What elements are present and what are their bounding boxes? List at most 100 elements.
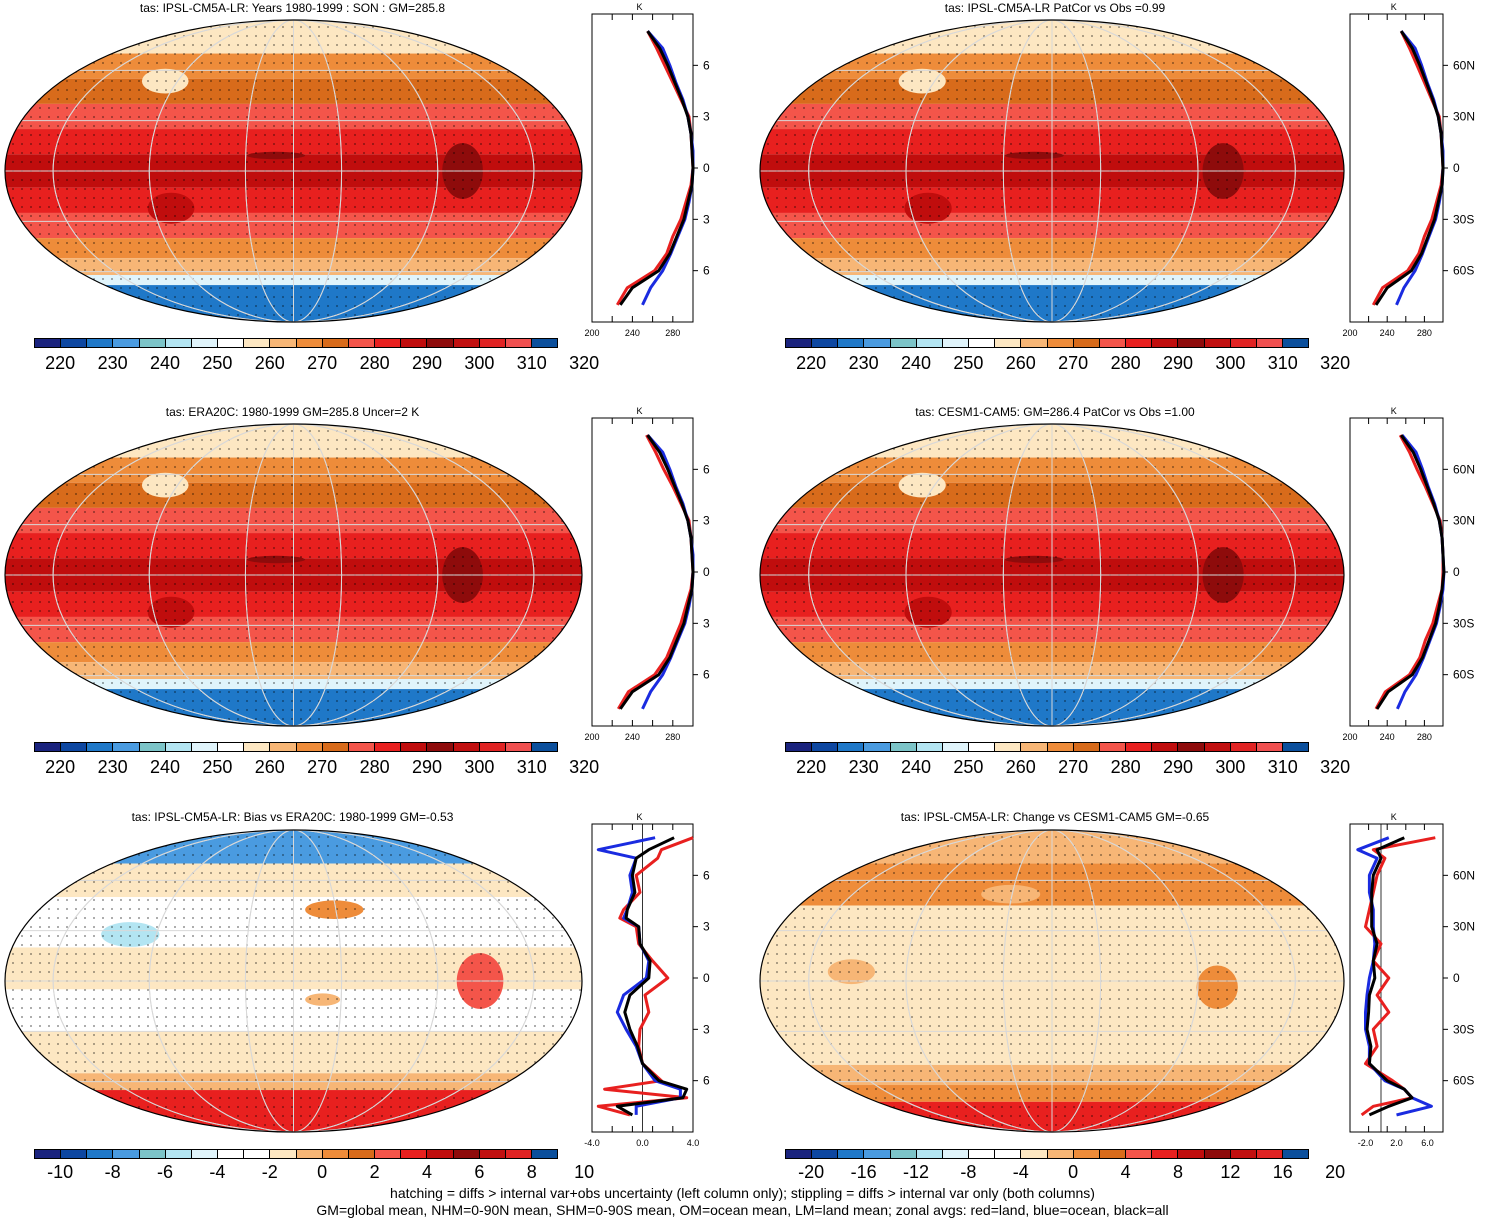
map-border	[4, 423, 583, 727]
colorbar-swatch	[87, 743, 114, 751]
map-cesm-climatology	[759, 423, 1345, 727]
x-tick-label: -4.0	[584, 1138, 600, 1148]
colorbar-swatch	[812, 743, 839, 751]
colorbar-swatch	[864, 743, 891, 751]
colorbar-tick-label: 260	[254, 757, 285, 777]
zonal-frame	[1349, 417, 1444, 727]
colorbar-tick-label: 270	[1058, 757, 1089, 777]
x-tick-label: 280	[665, 328, 680, 338]
lat-tick-label: 30N	[1453, 920, 1475, 934]
lat-tick-label: 60S	[1453, 1074, 1474, 1088]
x-tick-label: 240	[625, 328, 640, 338]
zonal-frame	[591, 417, 694, 727]
panel-title-3: tas: ERA20C: 1980-1999 GM=285.8 Uncer=2 …	[165, 405, 420, 419]
colorbar-swatch	[1073, 1150, 1100, 1158]
unit-label: K	[1391, 406, 1397, 416]
x-tick-label: 200	[584, 732, 599, 742]
colorbar-swatch	[113, 1150, 140, 1158]
colorbar-swatch	[786, 743, 813, 751]
colorbar-tick-label: 20	[1325, 1162, 1346, 1182]
colorbar-tick-label: 290	[411, 757, 443, 777]
colorbar-tick-label: -12	[902, 1162, 930, 1182]
colorbar-tick-label: 16	[1272, 1162, 1293, 1182]
map-border	[759, 423, 1345, 727]
colorbar-swatch	[969, 339, 996, 347]
colorbar-tick-label: 300	[1215, 353, 1246, 373]
colorbar-tick-label: 260	[254, 353, 285, 373]
map-border	[759, 19, 1345, 323]
lat-tick-label: 60S	[703, 264, 710, 278]
colorbar-swatch	[375, 743, 402, 751]
x-tick-label: 280	[665, 732, 680, 742]
colorbar-swatch	[244, 743, 271, 751]
colorbar-2	[785, 338, 1309, 348]
colorbar-swatch	[1021, 743, 1048, 751]
colorbar-tick-label: 6	[474, 1162, 485, 1182]
colorbar-swatch	[296, 743, 323, 751]
colorbar-swatch	[1073, 743, 1100, 751]
zonal-line-land	[1374, 434, 1445, 710]
colorbar-swatch	[812, 339, 839, 347]
colorbar-tick-label: 240	[900, 757, 932, 777]
zonal-line-all	[619, 434, 695, 710]
colorbar-tick-label: 320	[569, 353, 600, 373]
graticule	[5, 830, 582, 1132]
colorbar-swatch	[165, 743, 192, 751]
zonal-line-all	[615, 836, 689, 1117]
colorbar-swatch	[165, 339, 192, 347]
colorbar-swatch	[1230, 339, 1257, 347]
zonal-line-ocean	[1356, 836, 1433, 1117]
colorbar-swatch	[969, 743, 996, 751]
colorbar-tick-label: 8	[526, 1162, 537, 1182]
lat-tick-label: 30S	[1453, 212, 1474, 226]
zonal-average-plot-6: K -2.0 2.0 6.0 60N 30N 0 30S 60S	[1349, 812, 1475, 1148]
x-tick-label: 0.0	[636, 1138, 649, 1148]
panel-title-6: tas: IPSL-CM5A-LR: Change vs CESM1-CAM5 …	[900, 810, 1210, 824]
colorbar-swatch	[1126, 1150, 1153, 1158]
lat-tick-label: 60N	[703, 462, 710, 476]
map-ipsl-change	[759, 829, 1345, 1133]
colorbar-swatch	[87, 339, 114, 347]
colorbar-swatch	[916, 1150, 943, 1158]
colorbar-tick-label: 250	[202, 757, 233, 777]
colorbar-swatch	[1256, 339, 1283, 347]
colorbar-tick-label: 220	[796, 757, 827, 777]
x-tick-label: -2.0	[1358, 1138, 1374, 1148]
colorbar-tick-label: 10	[574, 1162, 595, 1182]
colorbar-swatch	[1152, 1150, 1179, 1158]
colorbar-swatch	[61, 1150, 88, 1158]
colorbar-swatch	[1126, 743, 1153, 751]
colorbar-swatch	[838, 743, 865, 751]
colorbar-swatch	[427, 743, 454, 751]
colorbar-swatch	[35, 1150, 62, 1158]
lat-tick-label: 60N	[1453, 58, 1475, 72]
colorbar-swatch	[1099, 1150, 1127, 1158]
x-tick-label: 200	[1342, 732, 1357, 742]
colorbar-tick-label: 290	[411, 353, 443, 373]
zonal-line-land	[1371, 30, 1445, 306]
colorbar-swatch	[942, 1150, 970, 1158]
panel-title-2: tas: IPSL-CM5A-LR PatCor vs Obs =0.99	[944, 1, 1166, 15]
unit-label: K	[1391, 2, 1397, 12]
colorbar-swatch	[87, 1150, 114, 1158]
panel-title-1: tas: IPSL-CM5A-LR: Years 1980-1999 : SON…	[139, 1, 446, 15]
lat-tick-label: 30S	[703, 212, 710, 226]
colorbar-swatch	[244, 1150, 271, 1158]
x-tick-label: 2.0	[1390, 1138, 1403, 1148]
colorbar-tick-label: -2	[261, 1162, 278, 1182]
colorbar-swatch	[61, 743, 88, 751]
x-tick-label: 240	[1380, 328, 1395, 338]
colorbar-swatch	[1047, 743, 1074, 751]
colorbar-swatch	[838, 339, 865, 347]
colorbar-swatch	[505, 1150, 532, 1158]
colorbar-labels-1: 220 230 240 250 260 270 280 290 300 310 320	[34, 353, 599, 375]
unit-label: K	[636, 406, 642, 416]
colorbar-swatch	[890, 339, 917, 347]
colorbar-tick-label: 250	[953, 353, 984, 373]
colorbar-swatch	[322, 1150, 349, 1158]
colorbar-swatch	[113, 743, 140, 751]
colorbar-swatch	[1282, 1150, 1309, 1158]
colorbar-tick-label: 320	[569, 757, 600, 777]
zonal-line-all	[1375, 434, 1446, 710]
colorbar-swatch	[453, 1150, 480, 1158]
